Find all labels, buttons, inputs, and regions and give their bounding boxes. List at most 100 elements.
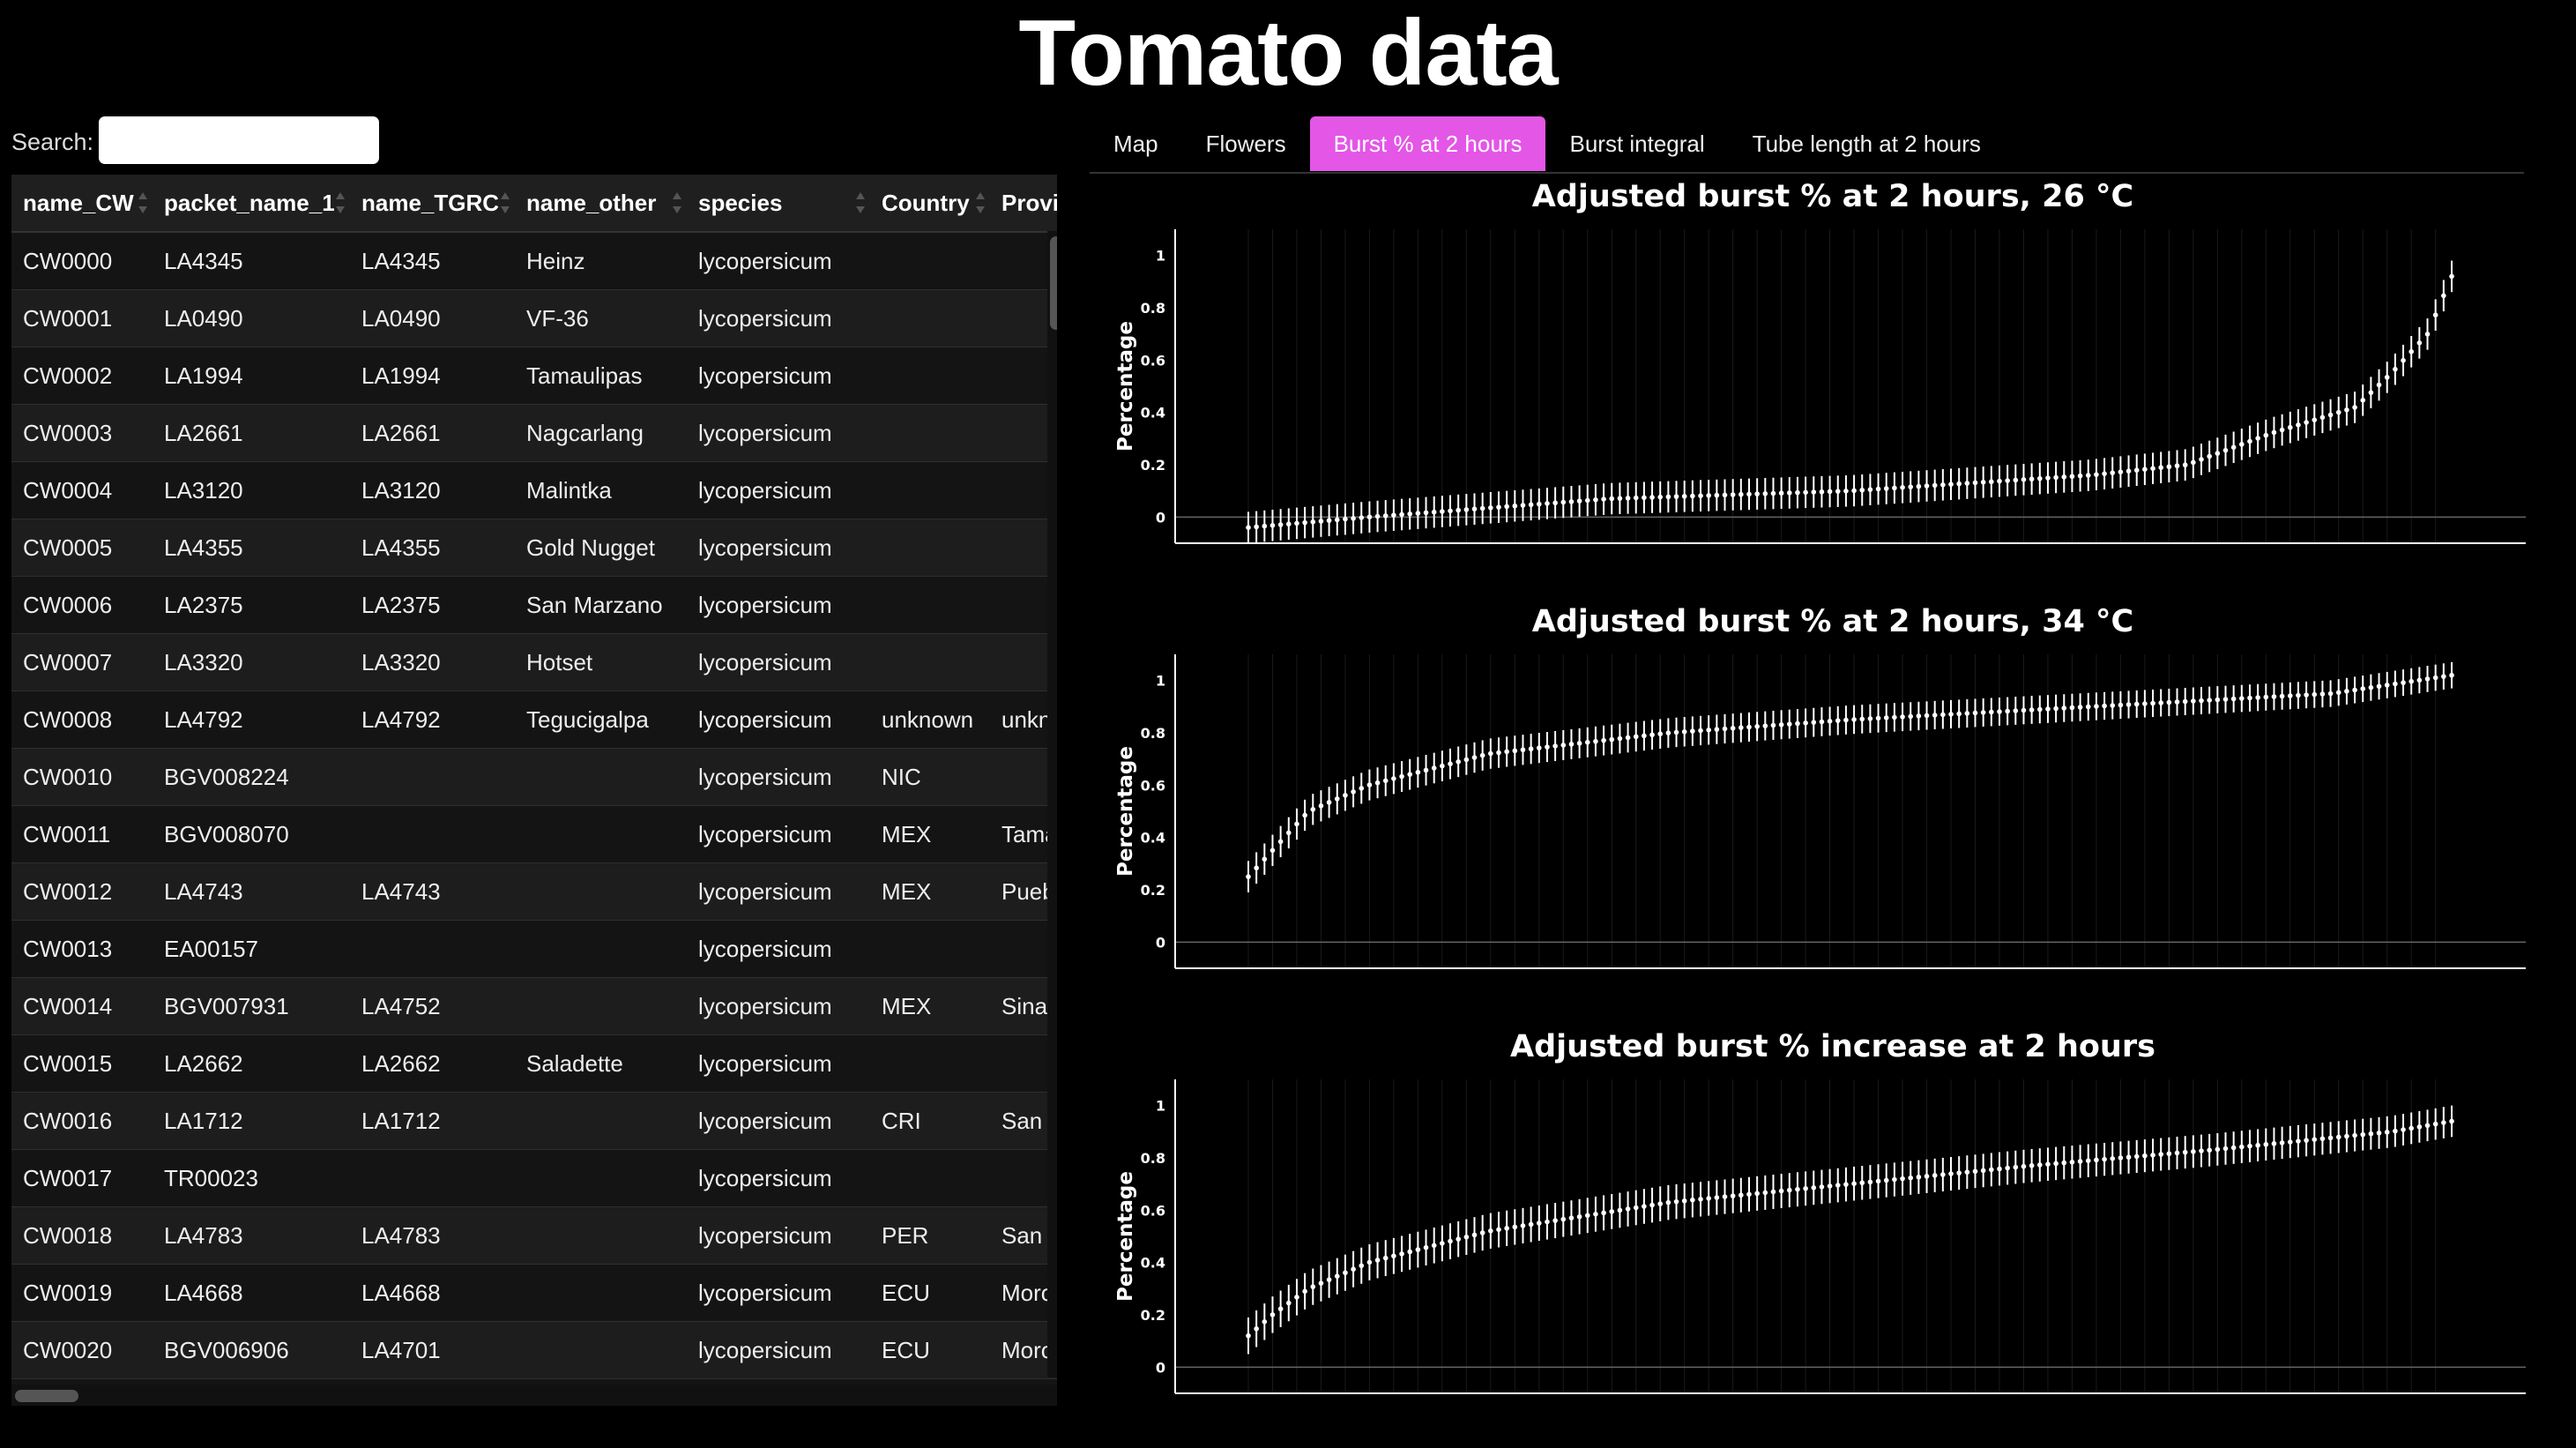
data-point xyxy=(1980,1168,1986,1174)
data-table-panel: name_CW packet_name_1 name_TGRC name_other s… xyxy=(11,175,1057,1406)
sort-icon[interactable] xyxy=(673,192,681,213)
column-header-name-tgrc[interactable]: name_TGRC xyxy=(350,175,515,233)
data-point xyxy=(1633,1205,1639,1211)
table-row[interactable]: CW0012LA4743LA4743lycopersicumMEXPuebla xyxy=(11,862,1057,921)
column-header-name-other[interactable]: name_other xyxy=(515,175,687,233)
data-point xyxy=(1351,516,1356,521)
data-point xyxy=(1851,488,1857,494)
data-point xyxy=(1657,1201,1664,1206)
data-point xyxy=(1584,739,1590,745)
data-point xyxy=(2069,705,2075,711)
data-point xyxy=(1560,1216,1567,1222)
data-point xyxy=(2126,468,2132,474)
data-point xyxy=(2053,1161,2059,1167)
sort-icon[interactable] xyxy=(856,192,865,213)
table-row[interactable]: CW0003 LA2661 LA2661 Nagcarlang lycopersicum xyxy=(11,404,1057,462)
table-cell: CW0004 xyxy=(11,461,153,519)
data-point xyxy=(1609,736,1615,743)
table-row[interactable]: CW0017 TR00023 lycopersicum xyxy=(11,1149,1057,1207)
data-point xyxy=(1423,1244,1429,1250)
search-input[interactable] xyxy=(99,116,379,164)
vertical-scrollbar-thumb[interactable] xyxy=(1050,236,1057,330)
table-cell: LA2375 xyxy=(153,576,350,634)
tab-map[interactable]: Map xyxy=(1113,131,1158,157)
horizontal-scrollbar-thumb[interactable] xyxy=(15,1390,78,1402)
column-header-species[interactable]: species xyxy=(687,175,870,233)
tab-burst-integral[interactable]: Burst integral xyxy=(1569,131,1705,157)
sort-icon[interactable] xyxy=(501,192,510,213)
y-tick-label: 0 xyxy=(1156,509,1165,526)
data-point xyxy=(1851,717,1857,722)
plot-burst-34c: Adjusted burst % at 2 hours, 34 °C Percen… xyxy=(1090,600,2576,1023)
table-cell: lycopersicum xyxy=(687,633,870,691)
data-point xyxy=(2126,1154,2132,1161)
table-cell xyxy=(515,1092,687,1150)
table-cell: VF-36 xyxy=(515,289,687,347)
vertical-scrollbar[interactable] xyxy=(1047,231,1057,1377)
data-point xyxy=(2296,1138,2301,1144)
table-row[interactable]: CW0013 EA00157 lycopersicum xyxy=(11,920,1057,978)
sort-icon[interactable] xyxy=(138,192,147,213)
column-header-packet-name-1[interactable]: packet_name_1 xyxy=(153,175,350,233)
data-point xyxy=(2182,698,2188,705)
y-tick-label: 0.6 xyxy=(1141,1202,1165,1219)
table-cell: lycopersicum xyxy=(687,1206,870,1265)
table-cell xyxy=(990,289,1057,347)
data-point xyxy=(1391,776,1396,781)
table-cell xyxy=(870,633,990,691)
table-row[interactable]: CW0008 LA4792 LA4792 Tegucigalpa lycopersicu… xyxy=(11,690,1057,749)
tab-tube-length-at-2-hours[interactable]: Tube length at 2 hours xyxy=(1752,131,1981,157)
tab-burst-at-2-hours[interactable]: Burst % at 2 hours xyxy=(1309,116,1546,171)
horizontal-scrollbar[interactable] xyxy=(11,1385,1057,1406)
tab-bar-divider xyxy=(1090,172,2524,174)
data-point xyxy=(1488,505,1493,511)
data-point xyxy=(2133,467,2140,473)
data-point xyxy=(2271,694,2277,699)
table-row[interactable]: CW0010 BGV008224 lycopersicum NIC xyxy=(11,748,1057,806)
table-row[interactable]: CW0015 LA2662 LA2662 Saladette lycopersicum xyxy=(11,1034,1057,1093)
table-row[interactable]: CW0006 LA2375 LA2375 San Marzano lycopersicu… xyxy=(11,576,1057,634)
data-point xyxy=(1366,782,1373,787)
table-body: CW0000 LA4345 LA4345 Heinz lycopersicum CW000… xyxy=(11,232,1057,1379)
y-tick-label: 0.4 xyxy=(1141,405,1165,422)
table-row[interactable]: CW0014 BGV007931 LA4752 lycopersicum MEX Sina… xyxy=(11,977,1057,1035)
table-row[interactable]: CW0019LA4668LA4668lycopersicumECUMorona xyxy=(11,1264,1057,1322)
table-row[interactable]: CW0000 LA4345 LA4345 Heinz lycopersicum xyxy=(11,232,1057,290)
table-row[interactable]: CW0002 LA1994 LA1994 Tamaulipas lycopersicum xyxy=(11,347,1057,405)
data-point xyxy=(1496,504,1501,510)
data-point xyxy=(2432,312,2438,318)
table-cell: LA3120 xyxy=(153,461,350,519)
data-point xyxy=(1900,714,1905,720)
data-point xyxy=(1770,1189,1776,1195)
data-point xyxy=(1932,482,1938,489)
page-title: Tomato data xyxy=(1018,1,1558,105)
data-point xyxy=(1528,1221,1534,1228)
table-row[interactable]: CW0005 LA4355 LA4355 Gold Nugget lycopersicu… xyxy=(11,519,1057,577)
table-cell: LA2661 xyxy=(153,404,350,462)
column-header-label: packet_name_1 xyxy=(164,189,335,216)
table-row[interactable]: CW0007 LA3320 LA3320 Hotset lycopersicum xyxy=(11,633,1057,691)
data-point xyxy=(2085,473,2091,478)
table-cell: ECU xyxy=(870,1264,990,1322)
table-cell xyxy=(515,748,687,806)
table-row[interactable]: CW0001 LA0490 LA0490 VF-36 lycopersicum xyxy=(11,289,1057,347)
sort-icon[interactable] xyxy=(336,192,345,213)
data-point xyxy=(1633,734,1639,740)
data-point xyxy=(1366,1259,1373,1265)
table-cell: CW0006 xyxy=(11,576,153,634)
column-header-country[interactable]: Country xyxy=(870,175,990,233)
data-point xyxy=(1262,856,1268,862)
sort-icon[interactable] xyxy=(976,192,985,213)
data-point xyxy=(1843,717,1849,723)
data-point xyxy=(1351,1266,1356,1273)
data-point xyxy=(1504,1226,1509,1231)
column-header-name-cw[interactable]: name_CW xyxy=(11,175,153,233)
tab-flowers[interactable]: Flowers xyxy=(1205,131,1286,157)
column-header-province[interactable]: Province xyxy=(990,175,1057,233)
table-row[interactable]: CW0004 LA3120 LA3120 Malintka lycopersicum xyxy=(11,461,1057,519)
data-point xyxy=(1552,743,1558,749)
